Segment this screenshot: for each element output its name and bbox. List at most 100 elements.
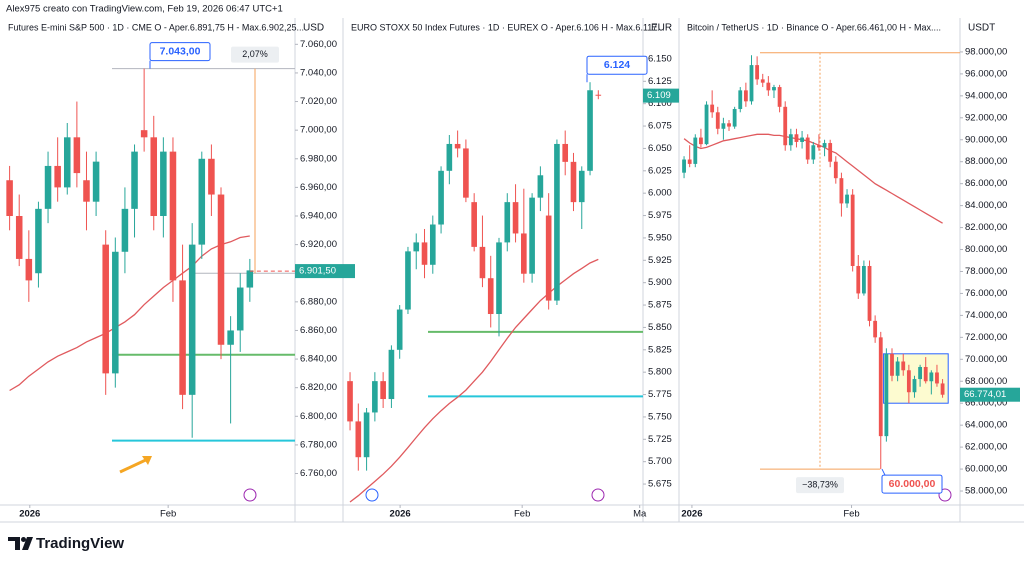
- candle-body: [471, 202, 477, 247]
- candle-body: [537, 175, 544, 198]
- candle-body: [102, 244, 109, 374]
- y-tick-label: 66.000,00: [965, 398, 1007, 409]
- callout-box: [586, 55, 648, 75]
- x-tick-label: Feb: [843, 509, 859, 520]
- icon: [591, 488, 605, 502]
- x-tick-label: 2026: [19, 509, 40, 520]
- price-tag: [295, 264, 355, 279]
- candle-body: [521, 233, 527, 274]
- y-tick-label: 88.000,00: [965, 156, 1007, 167]
- candle-body: [496, 242, 502, 315]
- candle-body: [822, 143, 827, 148]
- y-tick-label: 80.000,00: [965, 244, 1007, 255]
- candle-body: [929, 372, 934, 382]
- candle-body: [783, 106, 788, 146]
- candle-body: [188, 244, 196, 395]
- candle-body: [217, 194, 225, 345]
- y-tick-label: 7.040,00: [300, 67, 337, 78]
- candle-body: [198, 158, 206, 245]
- y-tick-label: 76.000,00: [965, 288, 1007, 299]
- y-tick-label: 6.760,00: [300, 468, 337, 479]
- candle-body: [895, 361, 900, 376]
- logo-mark: [8, 537, 33, 550]
- price-tag-label: 6.109: [647, 90, 671, 101]
- candle-body: [463, 148, 469, 198]
- candle-body: [545, 215, 552, 301]
- candle-body: [715, 112, 720, 129]
- y-tick-label: 5.775: [648, 389, 672, 400]
- x-tick-label: 2026: [390, 509, 411, 520]
- candle-body: [738, 90, 743, 110]
- y-tick-label: 5.750: [648, 411, 672, 422]
- logo: TradingView: [8, 535, 124, 552]
- callout-label: 60.000,00: [889, 478, 936, 490]
- price-tag-label: 6.901,50: [299, 266, 336, 277]
- y-tick-label: 7.000,00: [300, 125, 337, 136]
- y-tick-label: 6.100: [648, 98, 672, 109]
- candle-body: [856, 265, 861, 294]
- candle-body: [890, 353, 894, 376]
- y-tick-label: 5.925: [648, 255, 672, 266]
- candle-body: [92, 161, 100, 202]
- candle-body: [850, 194, 855, 266]
- candle-body: [131, 151, 138, 209]
- candle-body: [227, 330, 234, 345]
- candle-body: [839, 178, 844, 204]
- candle-body: [755, 65, 760, 80]
- y-tick-label: 72.000,00: [965, 332, 1007, 343]
- candle-body: [760, 79, 765, 83]
- measure-label: −38,73%: [802, 479, 838, 489]
- candle-body: [743, 90, 748, 102]
- candle-body: [150, 137, 158, 217]
- candle-body: [512, 202, 519, 234]
- y-tick-label: 82.000,00: [965, 222, 1007, 233]
- y-tick-label: 6.125: [648, 76, 672, 87]
- candle-body: [704, 104, 709, 145]
- arrow-head: [142, 456, 152, 465]
- y-tick-label: 6.980,00: [300, 153, 337, 164]
- y-tick-label: 6.050: [648, 143, 672, 154]
- y-tick-label: 5.975: [648, 210, 672, 221]
- candle-body: [246, 270, 254, 288]
- candle-body: [63, 137, 71, 188]
- y-tick-label: 6.780,00: [300, 439, 337, 450]
- candle-body: [873, 320, 878, 338]
- price-tag-label: 66.774,01: [964, 389, 1006, 400]
- candle-body: [363, 412, 370, 458]
- y-tick-label: 6.880,00: [300, 296, 337, 307]
- candle-body: [121, 208, 129, 252]
- candle-body: [906, 370, 911, 393]
- icon: [938, 488, 952, 502]
- candle-body: [923, 366, 928, 382]
- x-tick-label: Feb: [514, 509, 530, 520]
- candle-body: [446, 143, 453, 171]
- candle-body: [421, 242, 428, 265]
- candle-body: [372, 381, 378, 413]
- candle-body: [160, 151, 167, 217]
- candle-body: [901, 361, 906, 371]
- candle-body: [487, 278, 494, 315]
- callout-label: 7.043,00: [160, 45, 201, 57]
- currency: USDT: [968, 23, 995, 34]
- y-tick-label: 96.000,00: [965, 68, 1007, 79]
- candle-body: [833, 161, 838, 179]
- candle-body: [828, 143, 833, 162]
- candle-body: [380, 381, 386, 400]
- y-tick-label: 5.800: [648, 367, 672, 378]
- candle-body: [347, 381, 353, 422]
- candle-body: [73, 137, 81, 174]
- candle-body: [44, 165, 52, 209]
- candle-body: [811, 145, 816, 160]
- price-tag: [643, 88, 679, 103]
- y-tick-label: 78.000,00: [965, 266, 1007, 277]
- y-tick-label: 6.840,00: [300, 354, 337, 365]
- candle-body: [554, 143, 560, 301]
- plot: [6, 68, 295, 442]
- candle-body: [766, 82, 771, 91]
- candle-body: [396, 309, 403, 350]
- candle-body: [405, 251, 411, 310]
- candle-body: [454, 143, 461, 149]
- candle-body: [800, 137, 804, 142]
- y-tick-label: 6.150: [648, 53, 672, 64]
